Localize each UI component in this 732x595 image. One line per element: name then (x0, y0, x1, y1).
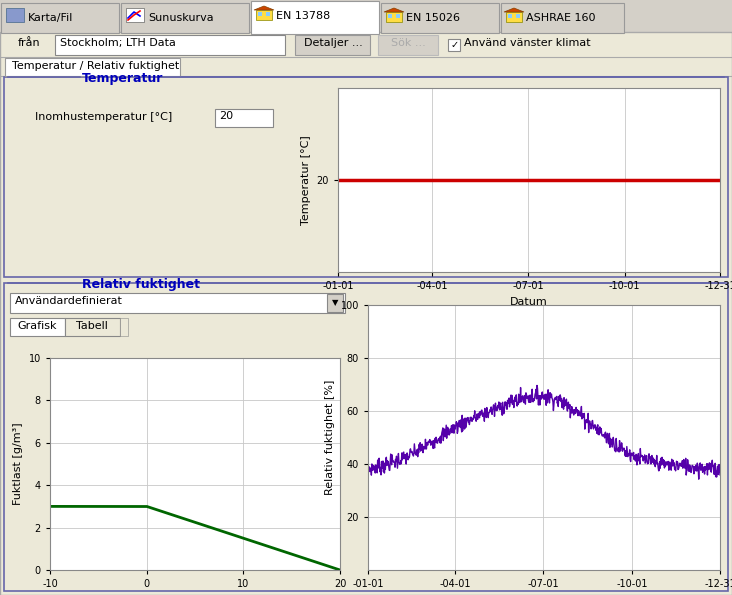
Text: EN 15026: EN 15026 (406, 13, 460, 23)
Y-axis label: Relativ fuktighet [%]: Relativ fuktighet [%] (325, 380, 335, 495)
Y-axis label: Temperatur [°C]: Temperatur [°C] (301, 135, 311, 225)
Text: Temperatur / Relativ fuktighet: Temperatur / Relativ fuktighet (12, 61, 179, 71)
Bar (1, 3, 119, 33)
Bar (506, 12, 522, 22)
Bar (378, 35, 438, 55)
Bar (0, 0, 732, 32)
Text: ✓: ✓ (451, 40, 459, 50)
Bar (266, 12, 270, 16)
Text: 20: 20 (219, 111, 233, 121)
Text: Temperatur: Temperatur (82, 72, 163, 85)
Text: EN 13788: EN 13788 (276, 11, 330, 21)
Text: Användardefinierat: Användardefinierat (15, 296, 123, 306)
Text: Tabell: Tabell (76, 321, 108, 331)
Bar (295, 35, 370, 55)
Bar (258, 12, 262, 16)
Text: Grafisk: Grafisk (18, 321, 57, 331)
Bar (126, 8, 144, 22)
Text: Detaljer ...: Detaljer ... (304, 38, 362, 48)
Polygon shape (384, 8, 404, 12)
Text: ASHRAE 160: ASHRAE 160 (526, 13, 596, 23)
Bar (508, 14, 512, 18)
Polygon shape (254, 6, 274, 10)
Text: Sök ...: Sök ... (391, 38, 425, 48)
Bar (10, 318, 65, 336)
Bar (65, 318, 120, 336)
Text: Relativ fuktighet: Relativ fuktighet (82, 278, 200, 291)
Bar (516, 14, 520, 18)
Polygon shape (504, 8, 524, 12)
X-axis label: Datum: Datum (510, 296, 548, 306)
Bar (10, 293, 345, 313)
Bar (501, 3, 624, 33)
Text: Karta/Fil: Karta/Fil (28, 13, 73, 23)
Text: från: från (18, 38, 40, 48)
Text: Använd vänster klimat: Använd vänster klimat (464, 38, 591, 48)
Bar (327, 294, 343, 312)
Bar (381, 3, 499, 33)
Text: Sunuskurva: Sunuskurva (148, 13, 214, 23)
Text: ▼: ▼ (332, 298, 338, 307)
Bar (5, 58, 180, 76)
Bar (256, 10, 272, 20)
Bar (121, 3, 249, 33)
Bar (4, 77, 728, 277)
Bar (251, 1, 379, 34)
Bar (55, 35, 285, 55)
Bar (448, 39, 460, 51)
Bar (215, 109, 273, 127)
Bar (386, 12, 402, 22)
Y-axis label: Fuktlast [g/m³]: Fuktlast [g/m³] (13, 422, 23, 505)
Bar (6, 8, 24, 22)
Text: Inomhustemperatur [°C]: Inomhustemperatur [°C] (35, 112, 172, 122)
Text: Stockholm; LTH Data: Stockholm; LTH Data (60, 38, 176, 48)
Bar (120, 318, 128, 336)
Bar (396, 14, 400, 18)
Bar (388, 14, 392, 18)
Bar (4, 283, 728, 591)
